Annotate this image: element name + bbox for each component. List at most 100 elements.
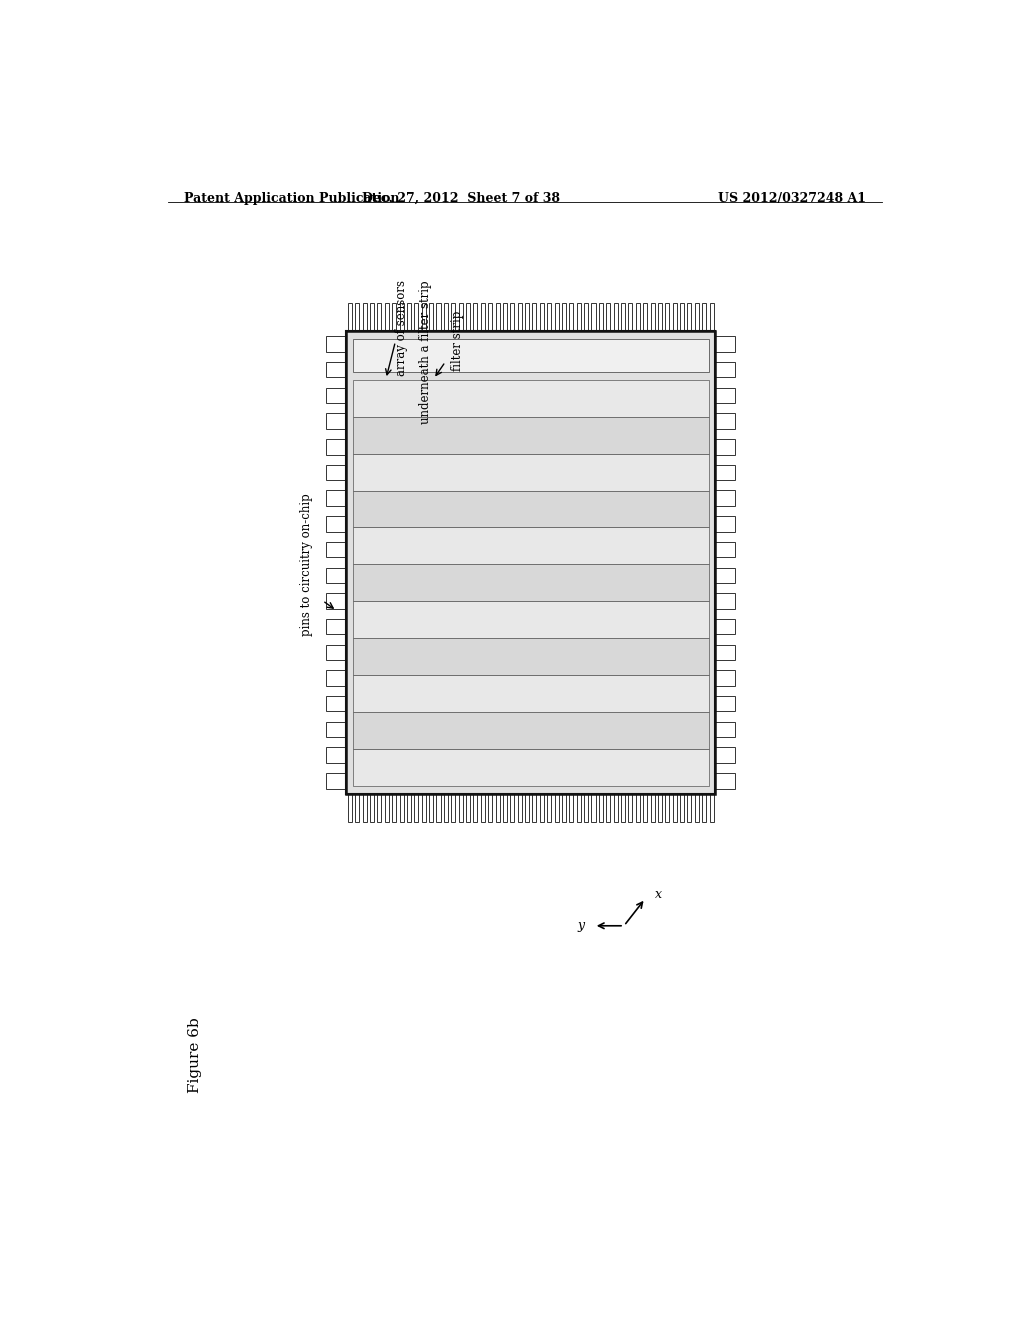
Bar bbox=[710, 793, 714, 822]
Bar bbox=[436, 302, 440, 331]
Bar bbox=[613, 302, 617, 331]
Bar bbox=[532, 302, 537, 331]
Bar bbox=[715, 516, 735, 532]
Bar bbox=[518, 302, 521, 331]
Bar bbox=[436, 793, 440, 822]
Bar bbox=[327, 543, 346, 557]
Bar bbox=[443, 793, 447, 822]
Bar bbox=[518, 793, 521, 822]
Bar bbox=[702, 793, 707, 822]
Bar bbox=[327, 491, 346, 506]
Bar bbox=[621, 793, 625, 822]
Bar bbox=[429, 302, 433, 331]
Bar bbox=[407, 793, 411, 822]
Bar bbox=[643, 302, 647, 331]
Bar bbox=[643, 793, 647, 822]
Bar bbox=[327, 362, 346, 378]
Bar bbox=[346, 331, 715, 793]
Bar bbox=[694, 793, 698, 822]
Bar bbox=[715, 619, 735, 635]
Bar bbox=[715, 747, 735, 763]
Bar bbox=[510, 793, 514, 822]
Bar bbox=[370, 793, 374, 822]
Bar bbox=[715, 440, 735, 454]
Bar bbox=[352, 491, 709, 528]
Bar bbox=[715, 696, 735, 711]
Text: US 2012/0327248 A1: US 2012/0327248 A1 bbox=[718, 191, 866, 205]
Bar bbox=[599, 302, 603, 331]
Bar bbox=[629, 302, 633, 331]
Bar bbox=[370, 302, 374, 331]
Bar bbox=[715, 362, 735, 378]
Bar bbox=[592, 793, 596, 822]
Bar bbox=[429, 793, 433, 822]
Bar bbox=[443, 302, 447, 331]
Bar bbox=[650, 302, 654, 331]
Bar bbox=[715, 388, 735, 403]
Bar bbox=[327, 388, 346, 403]
Bar bbox=[715, 465, 735, 480]
Bar bbox=[540, 302, 544, 331]
Bar bbox=[555, 793, 559, 822]
Text: y: y bbox=[578, 919, 585, 932]
Bar bbox=[327, 644, 346, 660]
Bar bbox=[348, 793, 352, 822]
Bar bbox=[327, 516, 346, 532]
Bar bbox=[577, 793, 581, 822]
Bar bbox=[352, 528, 709, 565]
Bar bbox=[715, 543, 735, 557]
Bar bbox=[327, 593, 346, 609]
Bar bbox=[473, 793, 477, 822]
Bar bbox=[680, 793, 684, 822]
Bar bbox=[510, 302, 514, 331]
Bar bbox=[496, 793, 500, 822]
Bar bbox=[702, 302, 707, 331]
Text: array of sensors: array of sensors bbox=[395, 280, 409, 376]
Bar bbox=[577, 302, 581, 331]
Bar bbox=[569, 302, 573, 331]
Bar bbox=[327, 722, 346, 737]
Bar bbox=[392, 793, 396, 822]
Bar bbox=[666, 302, 670, 331]
Bar bbox=[666, 793, 670, 822]
Bar bbox=[399, 302, 403, 331]
Bar bbox=[715, 644, 735, 660]
Bar bbox=[327, 465, 346, 480]
Bar bbox=[362, 302, 367, 331]
Bar bbox=[385, 793, 389, 822]
Bar bbox=[452, 302, 456, 331]
Bar bbox=[650, 793, 654, 822]
Bar bbox=[629, 793, 633, 822]
Bar bbox=[385, 302, 389, 331]
Bar bbox=[715, 491, 735, 506]
Bar bbox=[378, 793, 382, 822]
Bar bbox=[687, 302, 691, 331]
Bar bbox=[657, 793, 662, 822]
Text: Figure 6b: Figure 6b bbox=[188, 1018, 203, 1093]
Bar bbox=[327, 440, 346, 454]
Text: filter strip: filter strip bbox=[451, 312, 464, 371]
Bar bbox=[327, 747, 346, 763]
Bar bbox=[525, 302, 529, 331]
Text: x: x bbox=[654, 888, 662, 902]
Bar bbox=[415, 302, 419, 331]
Bar bbox=[540, 793, 544, 822]
Bar bbox=[352, 748, 709, 785]
Bar bbox=[422, 302, 426, 331]
Bar bbox=[657, 302, 662, 331]
Bar bbox=[399, 793, 403, 822]
Bar bbox=[606, 793, 610, 822]
Bar bbox=[636, 302, 640, 331]
Bar bbox=[680, 302, 684, 331]
Bar bbox=[592, 302, 596, 331]
Bar bbox=[346, 331, 715, 793]
Bar bbox=[694, 302, 698, 331]
Bar bbox=[715, 671, 735, 686]
Bar bbox=[480, 793, 484, 822]
Bar bbox=[415, 793, 419, 822]
Bar bbox=[715, 413, 735, 429]
Bar bbox=[352, 711, 709, 748]
Bar bbox=[715, 568, 735, 583]
Bar bbox=[407, 302, 411, 331]
Bar bbox=[352, 454, 709, 491]
